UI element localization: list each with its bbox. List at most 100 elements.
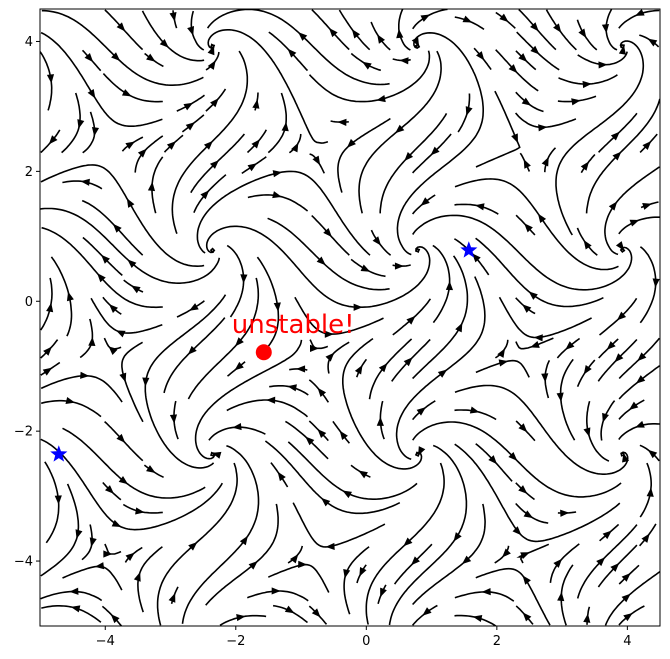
streamline <box>599 297 638 336</box>
streamline <box>639 246 657 324</box>
stream-arrow <box>583 613 591 623</box>
streamline <box>412 214 633 291</box>
streamline <box>515 112 577 129</box>
stream-arrow <box>422 607 432 616</box>
stream-arrow <box>488 455 498 465</box>
stream-arrow <box>537 213 547 224</box>
stream-arrow <box>109 304 118 313</box>
stream-arrow <box>565 341 575 350</box>
streamline <box>206 9 390 86</box>
stream-arrow <box>556 392 564 402</box>
stream-arrow <box>54 495 62 505</box>
streamline <box>475 567 551 626</box>
stream-arrow <box>273 302 281 312</box>
stream-arrow <box>508 64 518 74</box>
stream-arrow <box>481 588 491 596</box>
streamline <box>247 590 309 602</box>
stream-arrow <box>94 562 105 570</box>
stream-arrow <box>290 554 299 564</box>
stream-arrow <box>247 163 257 172</box>
stream-arrow <box>596 557 606 567</box>
plot-frame <box>39 8 661 627</box>
streamline <box>370 229 392 256</box>
streamline <box>151 156 164 214</box>
stream-arrow <box>248 561 258 570</box>
stream-arrow <box>621 573 631 582</box>
stream-arrow <box>530 45 540 55</box>
streamline <box>267 563 330 593</box>
stream-arrow <box>84 52 94 63</box>
streamline <box>555 40 645 236</box>
stream-arrow <box>168 593 176 603</box>
stream-arrow <box>287 384 297 392</box>
streamline <box>411 604 438 626</box>
stream-arrow <box>65 396 76 404</box>
streamline <box>618 605 645 626</box>
streamline <box>370 21 391 51</box>
stream-arrow <box>583 365 592 375</box>
stream-arrow <box>48 135 58 145</box>
y-tick-label: −4 <box>14 555 33 570</box>
streamline <box>368 338 413 400</box>
stream-arrow <box>396 28 404 39</box>
streamline <box>137 546 163 613</box>
streamline <box>62 180 103 190</box>
streamline <box>190 133 246 194</box>
streamline <box>604 166 660 256</box>
stream-arrow <box>646 487 654 497</box>
streamline <box>388 444 468 626</box>
stable-point-star <box>460 241 478 258</box>
stream-arrow <box>46 74 55 84</box>
stream-arrow <box>553 558 563 568</box>
streamline <box>40 375 123 403</box>
stream-arrow <box>420 14 431 22</box>
streamline <box>41 226 163 309</box>
stream-arrow <box>166 141 177 150</box>
x-tick-label: 0 <box>362 634 370 649</box>
streamline <box>392 298 432 336</box>
streamline <box>337 117 391 193</box>
stream-arrow <box>125 552 135 562</box>
x-axis: −4 −2 0 2 4 <box>96 626 632 649</box>
stream-arrow <box>346 138 356 148</box>
stream-arrow <box>359 566 367 577</box>
stream-arrow <box>642 141 652 151</box>
stream-arrow <box>518 53 528 62</box>
unstable-annotation: unstable! <box>232 310 355 340</box>
stream-arrow <box>277 471 286 482</box>
x-tick-label: 4 <box>623 634 631 649</box>
streamline <box>454 178 619 271</box>
stream-arrow <box>528 291 538 300</box>
streamline <box>379 113 448 214</box>
stream-arrow <box>403 537 413 547</box>
stream-arrow <box>103 550 113 558</box>
stream-arrow <box>652 278 660 288</box>
stream-arrow <box>131 285 141 294</box>
stream-arrow <box>272 191 282 199</box>
stream-arrow <box>337 118 347 126</box>
stream-arrow <box>119 372 127 383</box>
stream-arrow <box>110 614 120 624</box>
streamline <box>350 258 386 278</box>
stream-arrow <box>185 122 195 131</box>
stream-arrow <box>522 575 531 585</box>
streamline <box>256 256 280 358</box>
streamline <box>226 399 309 418</box>
stream-arrow <box>169 11 177 22</box>
stream-arrow <box>188 541 198 551</box>
stream-arrow <box>118 476 129 485</box>
stream-arrow <box>80 178 90 186</box>
stream-arrow <box>291 142 299 153</box>
stable-point-star <box>50 445 68 462</box>
stream-arrow <box>111 519 122 527</box>
stream-arrow <box>499 13 509 23</box>
streamline <box>196 170 371 256</box>
streamline <box>40 207 221 284</box>
stream-arrow <box>169 414 178 424</box>
stream-arrow <box>518 485 528 494</box>
stream-arrow <box>621 593 631 603</box>
streamline <box>308 50 431 103</box>
streamline <box>61 92 81 154</box>
stream-arrow <box>523 510 534 519</box>
stream-arrow <box>571 98 581 106</box>
